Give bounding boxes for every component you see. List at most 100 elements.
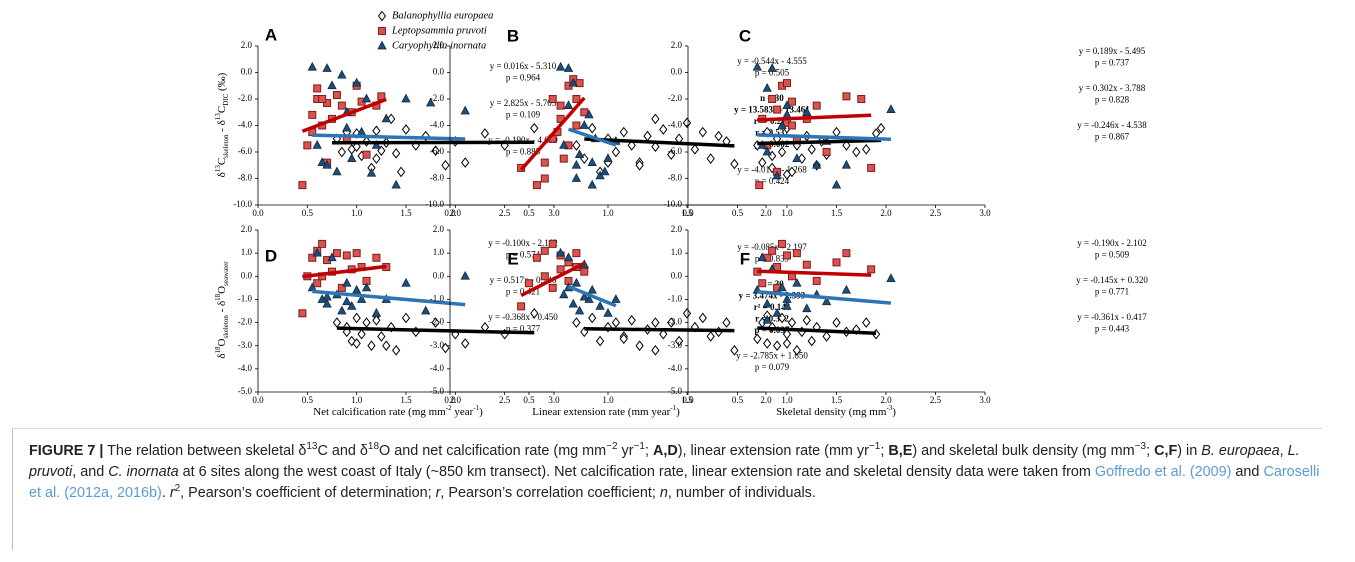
text: skeleton [222, 315, 230, 339]
text: −3 [1134, 441, 1147, 453]
point [298, 309, 307, 318]
point [530, 122, 539, 134]
y-axis-label: δ13Cskeleton - δ13CDIC (‰) [214, 72, 230, 177]
point [307, 282, 317, 292]
reference-link[interactable]: Goffredo et al. (2009) [1094, 464, 1232, 480]
point [782, 301, 792, 310]
x-tick-label: 0.5 [732, 395, 744, 405]
x-tick-label: 3.0 [548, 208, 560, 218]
y-tick-label: -4.0 [430, 363, 445, 373]
point [595, 335, 605, 347]
point [821, 296, 832, 306]
point [862, 144, 871, 155]
point [782, 169, 792, 180]
point [461, 338, 470, 349]
equation-label: p = 0.509 [1095, 250, 1130, 260]
point [792, 153, 802, 163]
y-tick-label: -5.0 [668, 386, 683, 396]
y-tick-label: -3.0 [430, 340, 445, 350]
point [842, 92, 851, 101]
point [783, 79, 791, 88]
x-tick-label: 3.0 [548, 395, 560, 405]
text: O and net calcification rate (mg mm [379, 443, 607, 459]
text: - δ [216, 120, 228, 134]
x-tick-label: 2.0 [880, 208, 892, 218]
text: , number of individuals. [667, 485, 816, 501]
point [312, 247, 322, 257]
equation-label: y = -0.100x - 2.162 [488, 238, 558, 248]
text: , Pearson’s coefficient of determination… [180, 485, 436, 501]
point [841, 284, 852, 294]
text: and [1231, 464, 1264, 480]
point [332, 91, 341, 100]
panel-letter: F [740, 249, 750, 268]
reference-link[interactable]: Caroselli et al. (2012a, 2016b) [29, 464, 1320, 501]
point [571, 159, 582, 169]
point [698, 312, 707, 324]
point [762, 83, 772, 92]
point [540, 174, 549, 183]
y-tick-label: -2.0 [430, 317, 445, 327]
regression-line [312, 133, 466, 141]
text: A,D [652, 443, 678, 459]
point [347, 301, 357, 310]
equation-label: y = 0.302x - 3.788 [1079, 83, 1146, 93]
text: r [169, 485, 175, 501]
text: 13 [214, 165, 222, 173]
y-tick-label: -8.0 [668, 173, 683, 183]
point [327, 252, 337, 262]
x-tick-label: 1.0 [602, 395, 614, 405]
point [822, 331, 831, 342]
point [574, 149, 585, 159]
equation-label: p = 0.377 [506, 324, 541, 334]
point [322, 63, 332, 72]
equation-label: p = 0.828 [1095, 95, 1130, 105]
text: (‰) [216, 72, 228, 93]
equation-label: p = 0.574 [506, 250, 541, 260]
figure: δ13Cskeleton - δ13CDIC (‰) δ18Oskeleton … [214, 10, 1149, 418]
point [812, 159, 822, 169]
legend-marker [378, 27, 386, 35]
point [706, 153, 715, 164]
point [611, 317, 621, 328]
point [651, 317, 660, 328]
y-tick-label: -4.0 [668, 120, 683, 130]
x-tick-label: 1.0 [602, 208, 614, 218]
point [768, 246, 777, 255]
regression-line [567, 127, 617, 147]
y-tick-label: -10.0 [663, 199, 682, 209]
y-tick-label: -1.0 [238, 293, 253, 303]
point [619, 333, 628, 345]
text: C [216, 106, 228, 113]
regression-line [757, 290, 892, 305]
point [530, 307, 539, 319]
x-tick-label: 1.5 [400, 208, 412, 218]
y-tick-label: -5.0 [430, 386, 445, 396]
point [807, 144, 816, 155]
point [556, 101, 565, 110]
y-tick-label: 0.0 [671, 67, 683, 77]
y-tick-label: 0.0 [241, 67, 253, 77]
x-axis-label: Net calcification rate (mg mm-2 year-1) [313, 404, 483, 418]
point [532, 181, 541, 190]
panel-letter: C [739, 26, 751, 45]
equation-label: p = 0.109 [506, 110, 541, 120]
point [556, 265, 565, 274]
point [313, 84, 322, 93]
point [787, 121, 796, 130]
text: ) and skeletal bulk density (mg mm [912, 443, 1135, 459]
point [563, 100, 574, 110]
point [332, 317, 342, 328]
x-tick-label: 1.5 [681, 208, 693, 218]
point [361, 93, 372, 103]
y-tick-label: 0.0 [433, 67, 445, 77]
text: δ [216, 172, 228, 177]
legend-marker [377, 10, 387, 22]
point [603, 153, 613, 163]
equation-label: p = 0.505 [755, 68, 790, 78]
x-tick-label: 2.0 [760, 395, 772, 405]
point [659, 124, 668, 135]
y-tick-label: -1.0 [668, 293, 683, 303]
y-tick-label: 2.0 [671, 224, 683, 234]
equation-label: n = 30 [760, 279, 784, 289]
